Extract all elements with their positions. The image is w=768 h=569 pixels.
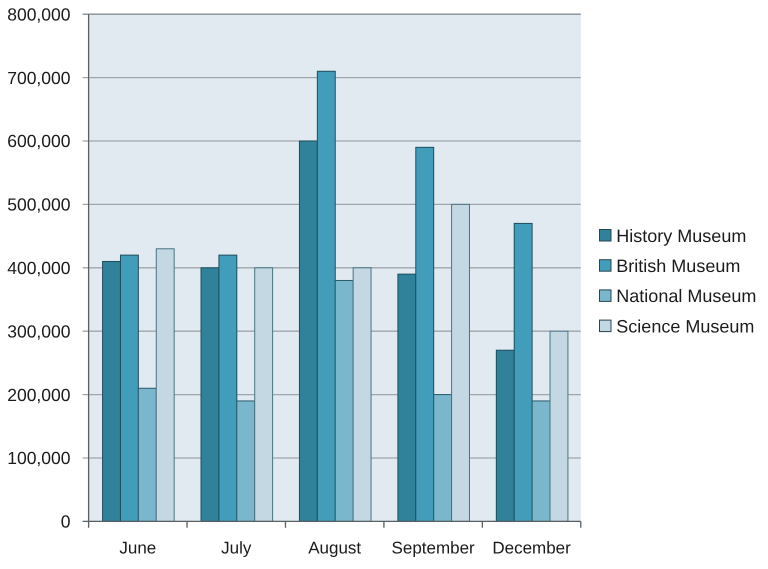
svg-text:400,000: 400,000 — [7, 258, 71, 278]
svg-text:500,000: 500,000 — [7, 195, 71, 215]
svg-text:300,000: 300,000 — [7, 321, 71, 341]
svg-text:June: June — [119, 539, 156, 558]
svg-text:July: July — [221, 539, 252, 558]
svg-text:December: December — [492, 539, 571, 558]
svg-text:Science Museum: Science Museum — [616, 316, 754, 336]
svg-text:800,000: 800,000 — [7, 4, 71, 24]
svg-text:National Museum: National Museum — [616, 286, 756, 306]
svg-text:August: August — [308, 539, 361, 558]
svg-text:700,000: 700,000 — [7, 68, 71, 88]
svg-text:History Museum: History Museum — [616, 226, 746, 246]
svg-text:September: September — [392, 539, 475, 558]
svg-text:100,000: 100,000 — [7, 448, 71, 468]
svg-text:600,000: 600,000 — [7, 131, 71, 151]
svg-text:200,000: 200,000 — [7, 385, 71, 405]
svg-text:British Museum: British Museum — [616, 256, 740, 276]
svg-text:0: 0 — [61, 512, 71, 532]
